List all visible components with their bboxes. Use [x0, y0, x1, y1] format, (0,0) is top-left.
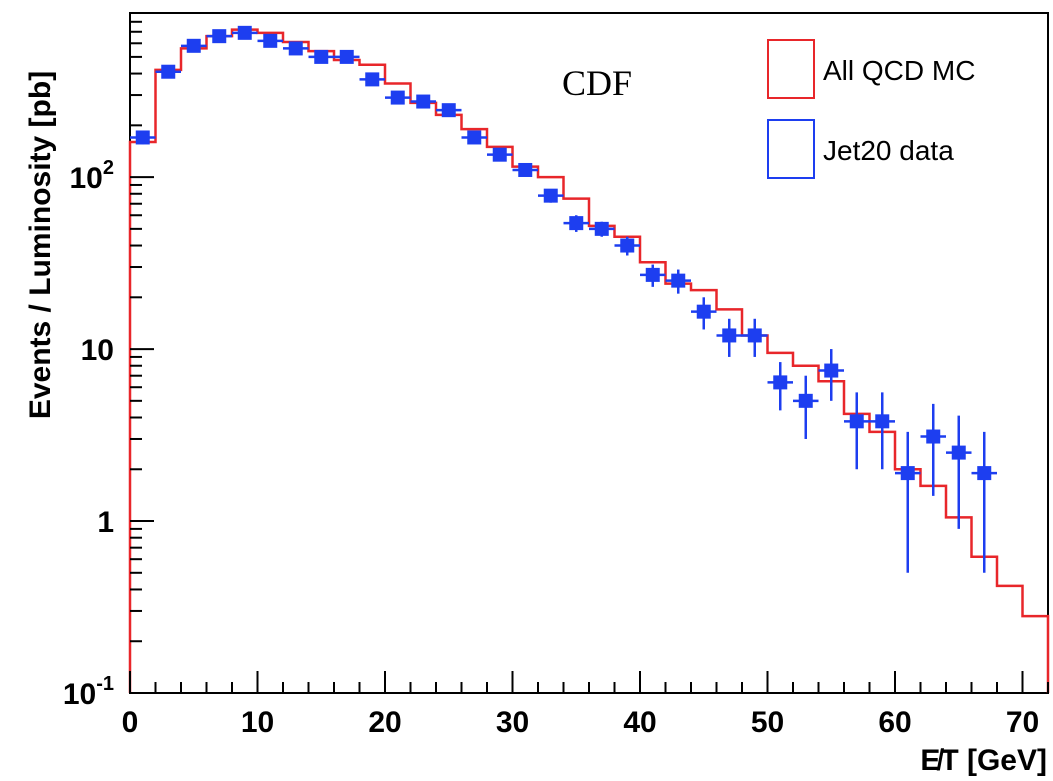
data-point: [512, 162, 538, 177]
data-point: [640, 264, 666, 287]
x-tick-label: 10: [241, 706, 274, 739]
legend-swatch-mc: [767, 39, 815, 99]
data-point: [206, 29, 232, 44]
data-point: [946, 415, 972, 529]
data-point-marker: [263, 33, 278, 48]
data-series: [130, 25, 997, 573]
data-point: [155, 64, 181, 79]
data-point-marker: [977, 466, 992, 481]
y-tick-label: 102: [70, 157, 115, 195]
data-point-marker: [696, 304, 711, 319]
data-point-marker: [288, 41, 303, 56]
data-point: [385, 90, 411, 105]
x-tick-label: 60: [878, 706, 911, 739]
data-point-marker: [722, 328, 737, 343]
data-point: [742, 318, 768, 357]
data-point-marker: [416, 94, 431, 109]
x-tick-label: 70: [1006, 706, 1039, 739]
data-point-marker: [543, 188, 558, 203]
data-point-marker: [926, 429, 941, 444]
data-point: [308, 49, 334, 64]
data-point-marker: [314, 49, 329, 64]
data-point-marker: [339, 49, 354, 64]
data-point: [181, 38, 207, 53]
data-point-marker: [186, 38, 201, 53]
data-point: [359, 72, 385, 87]
data-point: [283, 41, 309, 56]
data-point-marker: [237, 25, 252, 40]
data-point: [971, 431, 997, 573]
data-point: [691, 297, 717, 330]
data-point-marker: [824, 363, 839, 378]
data-point: [589, 221, 615, 237]
data-point: [487, 147, 513, 162]
legend-label-mc: All QCD MC: [823, 55, 975, 86]
data-point-marker: [212, 29, 227, 44]
x-tick-label: 30: [496, 706, 529, 739]
data-point-marker: [594, 221, 609, 236]
data-point-marker: [569, 216, 584, 231]
data-point-marker: [671, 273, 686, 288]
data-point: [665, 269, 691, 294]
data-point-marker: [798, 393, 813, 408]
x-tick-label: 20: [368, 706, 401, 739]
data-point: [257, 33, 283, 48]
data-point-marker: [773, 375, 788, 390]
y-axis-title: Events / Luminosity [pb]: [24, 71, 57, 419]
legend-label-data: Jet20 data: [823, 135, 954, 166]
data-point: [232, 25, 258, 40]
data-point-marker: [747, 328, 762, 343]
data-point-marker: [365, 72, 380, 87]
data-point-marker: [645, 267, 660, 282]
data-point: [716, 318, 742, 357]
data-point: [410, 94, 436, 109]
data-point: [869, 392, 895, 470]
data-point-marker: [900, 466, 915, 481]
data-point: [130, 130, 156, 145]
data-point-marker: [135, 130, 150, 145]
data-point-marker: [441, 103, 456, 118]
y-tick-label: 10: [81, 334, 114, 367]
annotation-text: CDF: [562, 63, 632, 103]
x-tick-label: 0: [122, 706, 139, 739]
data-point-marker: [492, 147, 507, 162]
data-point: [334, 49, 360, 64]
data-point: [436, 103, 462, 118]
data-point-marker: [161, 64, 176, 79]
data-point-marker: [620, 238, 635, 253]
data-point: [920, 403, 946, 496]
plot-frame: [129, 12, 1049, 694]
axes: 0 10 20 30 40 50 60 70 10-1 1 10 102: [63, 12, 1049, 739]
data-point-marker: [390, 90, 405, 105]
data-point: [895, 431, 921, 573]
data-point-marker: [951, 445, 966, 460]
data-point: [767, 362, 793, 411]
x-tick-label: 40: [623, 706, 656, 739]
y-tick-label: 10-1: [63, 673, 114, 711]
data-point-marker: [518, 162, 533, 177]
legend-swatch-data: [767, 119, 815, 179]
x-axis-title: E̸T [GeV]: [920, 744, 1047, 777]
data-point-marker: [875, 414, 890, 429]
data-point: [538, 188, 564, 203]
data-point: [563, 215, 589, 232]
data-point: [614, 236, 640, 256]
data-point-marker: [849, 414, 864, 429]
y-tick-label: 1: [97, 506, 114, 539]
legend: All QCD MC Jet20 data: [767, 39, 975, 179]
mc-step-line: [128, 28, 1050, 693]
data-point: [844, 392, 870, 470]
data-point-marker: [467, 130, 482, 145]
x-tick-label: 50: [751, 706, 784, 739]
data-point: [818, 349, 844, 401]
data-point: [793, 375, 819, 439]
data-point: [461, 130, 487, 145]
mc-series: [128, 28, 1050, 693]
